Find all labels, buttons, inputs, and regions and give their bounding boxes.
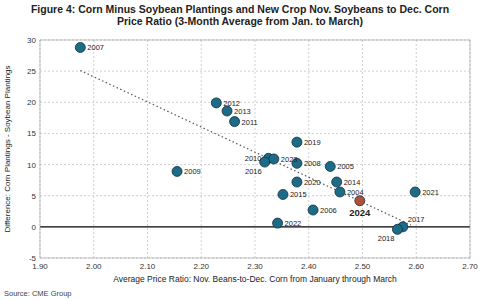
point: [172, 166, 182, 176]
point-label: 2019: [304, 138, 321, 147]
point-label: 2009: [184, 167, 201, 176]
x-grid-line: [147, 40, 148, 258]
title: Figure 4: Corn Minus Soybean Plantings a…: [31, 3, 449, 27]
point-label: 2006: [320, 206, 337, 215]
point: [273, 218, 283, 228]
x-grid-line: [201, 40, 202, 258]
point-label: 2021: [422, 188, 439, 197]
y-tick-label: 25: [27, 67, 36, 76]
point-label: 2022: [285, 219, 302, 228]
plot-area: [75, 42, 420, 234]
x-grid-line: [93, 40, 94, 258]
x-grid-line: [362, 40, 363, 258]
point-label: 2005: [337, 162, 354, 171]
trend-line: [80, 71, 411, 225]
x-grid-line: [255, 40, 256, 258]
point: [292, 177, 302, 187]
y-axis-label: Difference: Corn Plantings - Soybean Pla…: [3, 65, 12, 232]
grid: [40, 40, 470, 258]
point: [269, 154, 279, 164]
point-label: 2014: [344, 178, 361, 187]
point: [392, 224, 402, 234]
x-tick-label: 2.30: [247, 262, 263, 271]
x-tick-label: 2.20: [193, 262, 209, 271]
y-grid-line: [40, 71, 470, 72]
x-tick-label: 2.50: [355, 262, 371, 271]
y-tick-label: 0: [32, 223, 37, 232]
chart: Figure 4: Corn Minus Soybean Plantings a…: [0, 0, 480, 300]
point-label: 2013: [234, 107, 251, 116]
point-label: 2004: [347, 188, 364, 197]
point: [332, 177, 342, 187]
plot-frame: [40, 40, 470, 258]
point: [278, 189, 288, 199]
x-grid-line: [416, 40, 417, 258]
point: [410, 187, 420, 197]
x-tick-label: 2.00: [86, 262, 102, 271]
x-grid-line: [308, 40, 309, 258]
x-tick-label: 2.10: [140, 262, 156, 271]
x-tick-label: 2.70: [462, 262, 478, 271]
point-label: 2011: [242, 118, 258, 127]
point-label: 2024: [349, 207, 371, 218]
point: [355, 196, 365, 206]
y-tick-label: 20: [27, 98, 36, 107]
x-tick-label: 2.40: [301, 262, 317, 271]
point: [75, 42, 85, 52]
y-tick-label: 10: [27, 161, 36, 170]
point-label: 2018: [378, 234, 395, 243]
source: Source: CME Group: [4, 289, 72, 298]
point-label: 2008: [304, 159, 321, 168]
point: [325, 161, 335, 171]
point-label: 2017: [408, 215, 425, 224]
point: [335, 187, 345, 197]
point-label: 2015: [290, 190, 307, 199]
x-tick-label: 2.60: [408, 262, 424, 271]
y-tick-label: 5: [32, 192, 37, 201]
x-axis-label: Average Price Ratio: Nov. Beans-to-Dec. …: [113, 274, 397, 284]
point-label: 2016: [245, 167, 262, 176]
y-tick-label: 15: [27, 129, 36, 138]
point: [292, 137, 302, 147]
point-label: 2020: [304, 178, 321, 187]
point-label: 2010: [245, 154, 262, 163]
point-label: 2007: [87, 43, 104, 52]
point: [308, 205, 318, 215]
x-tick-label: 1.90: [32, 262, 48, 271]
y-tick-label: 30: [27, 36, 36, 45]
point: [230, 117, 240, 127]
point-label: 2023: [281, 155, 298, 164]
point: [211, 98, 221, 108]
